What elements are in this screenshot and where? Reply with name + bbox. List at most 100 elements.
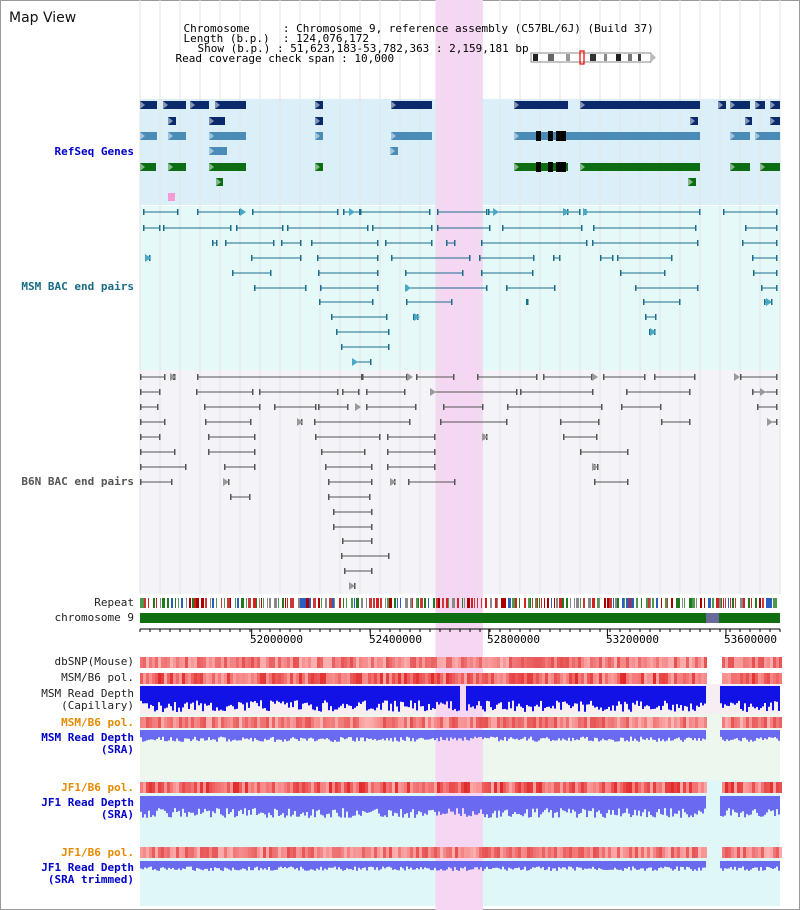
msm-sra-depth-bar bbox=[766, 730, 768, 740]
repeat-mark bbox=[313, 598, 316, 608]
msm-capillary-depth-bar bbox=[288, 686, 290, 708]
dbsnp-heat-cell bbox=[356, 657, 359, 668]
jf1-b6-pol-trimmed-heat-cell bbox=[770, 847, 773, 858]
jf1-sra-depth-bar bbox=[212, 796, 214, 812]
bac-end-mark bbox=[560, 419, 562, 425]
msm-sra-depth-bar bbox=[494, 730, 496, 738]
jf1-b6-pol-trimmed-heat-cell bbox=[209, 847, 212, 858]
bac-end-mark bbox=[359, 209, 361, 215]
msm-capillary-depth-bar bbox=[194, 686, 196, 710]
gene-strand-arrow bbox=[209, 117, 214, 125]
dbsnp-heat-cell bbox=[536, 657, 539, 668]
msm-b6-pol-heat-cell bbox=[749, 673, 752, 684]
jf1-b6-pol-trimmed-heat-cell bbox=[347, 847, 350, 858]
msm-capillary-depth-bar bbox=[408, 686, 410, 708]
jf1-sra-depth-bar bbox=[318, 796, 320, 810]
msm-depth-capillary-line1: MSM Read Depth bbox=[41, 687, 134, 700]
jf1-b6-pol-trimmed-heat-cell bbox=[773, 847, 776, 858]
read-coverage-value: 10,000 bbox=[354, 52, 395, 65]
msm-capillary-depth-bar bbox=[664, 686, 666, 701]
msm-sra-depth-bar bbox=[326, 730, 328, 739]
track-label-jf1-depth-trimmed: JF1 Read Depth (SRA trimmed) bbox=[0, 862, 134, 886]
jf1-b6-pol-trimmed-heat-cell bbox=[542, 847, 545, 858]
repeat-mark bbox=[617, 598, 619, 608]
msm-sra-depth-bar bbox=[344, 730, 346, 740]
msm-capillary-depth-bar bbox=[440, 686, 442, 703]
bac-end-mark bbox=[627, 449, 629, 455]
jf1-sra-depth-bar bbox=[308, 796, 310, 818]
jf1-b6-pol-trimmed-heat-cell bbox=[260, 847, 263, 858]
dbsnp-heat-cell bbox=[398, 657, 401, 668]
jf1-trimmed-depth-bar bbox=[444, 861, 446, 871]
msm-b6-pol-heat-cell bbox=[386, 673, 389, 684]
msm-b6-pol-heat-cell bbox=[155, 673, 158, 684]
msm-b6-pol-sra-heat-cell bbox=[722, 717, 725, 728]
msm-capillary-depth-bar bbox=[398, 686, 400, 712]
jf1-sra-depth-bar bbox=[392, 796, 394, 816]
msm-b6-pol-heat-cell bbox=[494, 673, 497, 684]
msm-b6-pol-heat-cell bbox=[632, 673, 635, 684]
msm-sra-depth-bar bbox=[220, 730, 222, 737]
dbsnp-heat-cell bbox=[482, 657, 485, 668]
msm-b6-pol-heat-cell bbox=[410, 673, 413, 684]
jf1-b6-pol-trimmed-heat-cell bbox=[608, 847, 611, 858]
jf1-sra-depth-bar bbox=[140, 796, 142, 812]
msm-capillary-depth-bar bbox=[720, 686, 722, 704]
msm-b6-pol-sra-heat-cell bbox=[539, 717, 542, 728]
jf1-b6-pol-heat-cell bbox=[740, 782, 743, 793]
msm-capillary-depth-bar bbox=[170, 686, 172, 707]
jf1-sra-depth-bar bbox=[486, 796, 488, 815]
jf1-sra-depth-bar bbox=[738, 796, 740, 817]
msm-sra-depth-bar bbox=[536, 730, 538, 742]
bac-end-mark bbox=[481, 240, 483, 246]
jf1-sra-depth-bar bbox=[766, 796, 768, 813]
track-label-msm-bac[interactable]: MSM BAC end pairs bbox=[21, 280, 134, 293]
msm-sra-depth-bar bbox=[330, 730, 332, 742]
msm-b6-pol-sra-heat-cell bbox=[155, 717, 158, 728]
msm-b6-pol-heat-cell bbox=[161, 673, 164, 684]
jf1-trimmed-depth-bar bbox=[564, 861, 566, 868]
jf1-b6-pol-trimmed-heat-cell bbox=[206, 847, 209, 858]
jf1-b6-pol-heat-cell bbox=[494, 782, 497, 793]
jf1-trimmed-depth-bar bbox=[294, 861, 296, 870]
jf1-b6-pol-heat-cell bbox=[731, 782, 734, 793]
dbsnp-heat-cell bbox=[239, 657, 242, 668]
bac-end-arrow bbox=[592, 463, 598, 471]
bac-end-mark bbox=[159, 434, 161, 440]
jf1-sra-depth-bar bbox=[772, 796, 774, 811]
bac-end-mark bbox=[643, 299, 645, 305]
jf1-trimmed-depth-bar bbox=[318, 861, 320, 870]
repeat-mark bbox=[684, 598, 685, 608]
jf1-b6-pol-trimmed-heat-cell bbox=[761, 847, 764, 858]
jf1-trimmed-depth-bar bbox=[142, 861, 144, 870]
jf1-b6-pol-trimmed-heat-cell bbox=[662, 847, 665, 858]
jf1-trimmed-depth-bar bbox=[154, 861, 156, 870]
msm-capillary-depth-bar bbox=[282, 686, 284, 702]
jf1-trimmed-depth-bar bbox=[596, 861, 598, 870]
jf1-b6-pol-trimmed-heat-cell bbox=[596, 847, 599, 858]
chromosome-info: Chromosome : Chromosome 9, reference ass… bbox=[157, 12, 654, 45]
track-label-refseq-genes[interactable]: RefSeq Genes bbox=[54, 145, 134, 158]
dbsnp-heat-cell bbox=[593, 657, 596, 668]
gene-exon-detail bbox=[556, 131, 566, 141]
msm-capillary-depth-bar bbox=[458, 686, 460, 711]
msm-sra-depth-bar bbox=[650, 730, 652, 738]
bac-end-mark bbox=[533, 255, 535, 261]
msm-b6-pol-heat-cell bbox=[572, 673, 575, 684]
msm-b6-pol-heat-cell bbox=[404, 673, 407, 684]
bac-end-mark bbox=[377, 270, 379, 276]
jf1-b6-pol-trimmed-heat-cell bbox=[737, 847, 740, 858]
jf1-trimmed-depth-bar bbox=[178, 861, 180, 869]
jf1-sra-depth-bar bbox=[272, 796, 274, 818]
bac-end-mark bbox=[752, 389, 754, 395]
bac-end-mark bbox=[626, 389, 628, 395]
msm-capillary-depth-bar bbox=[656, 686, 658, 708]
track-label-b6n-bac[interactable]: B6N BAC end pairs bbox=[21, 475, 134, 488]
jf1-b6-pol-trimmed-heat-cell bbox=[185, 847, 188, 858]
jf1-sra-depth-bar bbox=[742, 796, 744, 812]
gene-strand-arrow bbox=[514, 163, 519, 171]
jf1-b6-pol-heat-cell bbox=[632, 782, 635, 793]
jf1-trimmed-depth-bar bbox=[474, 861, 476, 868]
msm-sra-depth-bar bbox=[660, 730, 662, 742]
repeat-mark bbox=[755, 598, 757, 608]
